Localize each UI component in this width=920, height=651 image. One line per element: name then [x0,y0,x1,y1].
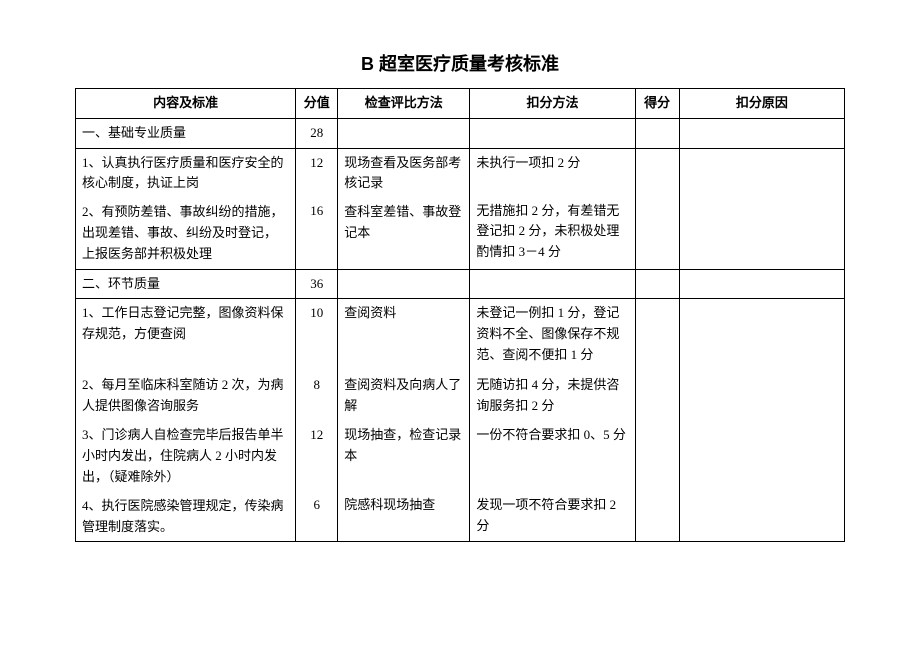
item-score: 6 [296,491,337,539]
section2-method-cell: 查阅资料 查阅资料及向病人了解 现场抽查，检查记录本 院感科现场抽查 [338,299,470,542]
item-method: 现场查看及医务部考核记录 [338,149,469,199]
item-deduct: 无措施扣 2 分，有差错无登记扣 2 分，未积极处理酌情扣 3－4 分 [470,197,634,267]
section1-score: 28 [296,118,338,148]
empty-cell [635,148,679,269]
col-header-deduct: 扣分方法 [470,89,635,119]
section2-content-cell: 1、工作日志登记完整，图像资料保存规范，方便查阅 2、每月至临床科室随访 2 次… [76,299,296,542]
empty-cell [470,118,635,148]
item-score: 10 [296,299,337,371]
item-score: 12 [296,421,337,491]
table-header-row: 内容及标准 分值 检查评比方法 扣分方法 得分 扣分原因 [76,89,845,119]
item-method: 现场抽查，检查记录本 [338,421,469,491]
empty-cell [635,118,679,148]
section1-method-cell: 现场查看及医务部考核记录 查科室差错、事故登记本 [338,148,470,269]
empty-cell [338,269,470,299]
empty-cell [635,269,679,299]
table-row: 一、基础专业质量 28 [76,118,845,148]
item-score: 16 [296,197,337,265]
empty-cell [679,148,844,269]
section1-content-cell: 1、认真执行医疗质量和医疗安全的核心制度，执证上岗 2、有预防差错、事故纠纷的措… [76,148,296,269]
empty-cell [635,299,679,542]
item-deduct: 未执行一项扣 2 分 [470,149,634,197]
item-deduct: 发现一项不符合要求扣 2分 [470,491,634,541]
col-header-got: 得分 [635,89,679,119]
page-title: B 超室医疗质量考核标准 [75,50,845,76]
section2-score: 36 [296,269,338,299]
item-content: 2、每月至临床科室随访 2 次，为病人提供图像咨询服务 [76,371,295,421]
table-row: 二、环节质量 36 [76,269,845,299]
section2-score-cell: 10 8 12 6 [296,299,338,542]
item-method: 查科室差错、事故登记本 [338,198,469,266]
section2-label: 二、环节质量 [76,269,296,299]
col-header-score: 分值 [296,89,338,119]
empty-cell [470,269,635,299]
item-method: 查阅资料 [338,299,469,371]
item-score: 12 [296,149,337,197]
item-content: 1、工作日志登记完整，图像资料保存规范，方便查阅 [76,299,295,371]
item-method: 查阅资料及向病人了解 [338,371,469,421]
empty-cell [679,118,844,148]
item-deduct: 无随访扣 4 分，未提供咨询服务扣 2 分 [470,371,634,421]
empty-cell [679,299,844,542]
item-deduct: 一份不符合要求扣 0、5 分 [470,421,634,491]
item-content: 1、认真执行医疗质量和医疗安全的核心制度，执证上岗 [76,149,295,199]
item-method: 院感科现场抽查 [338,491,469,539]
col-header-content: 内容及标准 [76,89,296,119]
section2-deduct-cell: 未登记一例扣 1 分，登记资料不全、图像保存不规范、查阅不便扣 1 分 无随访扣… [470,299,635,542]
col-header-method: 检查评比方法 [338,89,470,119]
section1-deduct-cell: 未执行一项扣 2 分 无措施扣 2 分，有差错无登记扣 2 分，未积极处理酌情扣… [470,148,635,269]
section1-label: 一、基础专业质量 [76,118,296,148]
table-row: 1、工作日志登记完整，图像资料保存规范，方便查阅 2、每月至临床科室随访 2 次… [76,299,845,542]
empty-cell [679,269,844,299]
item-score: 8 [296,371,337,421]
item-content: 3、门诊病人自检查完毕后报告单半小时内发出，住院病人 2 小时内发出，（疑难除外… [76,421,295,491]
table-row: 1、认真执行医疗质量和医疗安全的核心制度，执证上岗 2、有预防差错、事故纠纷的措… [76,148,845,269]
item-content: 4、执行医院感染管理规定，传染病管理制度落实。 [76,492,295,542]
empty-cell [338,118,470,148]
assessment-table: 内容及标准 分值 检查评比方法 扣分方法 得分 扣分原因 一、基础专业质量 28… [75,88,845,542]
section1-score-cell: 12 16 [296,148,338,269]
col-header-reason: 扣分原因 [679,89,844,119]
item-content: 2、有预防差错、事故纠纷的措施，出现差错、事故、纠纷及时登记，上报医务部并积极处… [76,198,295,268]
item-deduct: 未登记一例扣 1 分，登记资料不全、图像保存不规范、查阅不便扣 1 分 [470,299,634,371]
